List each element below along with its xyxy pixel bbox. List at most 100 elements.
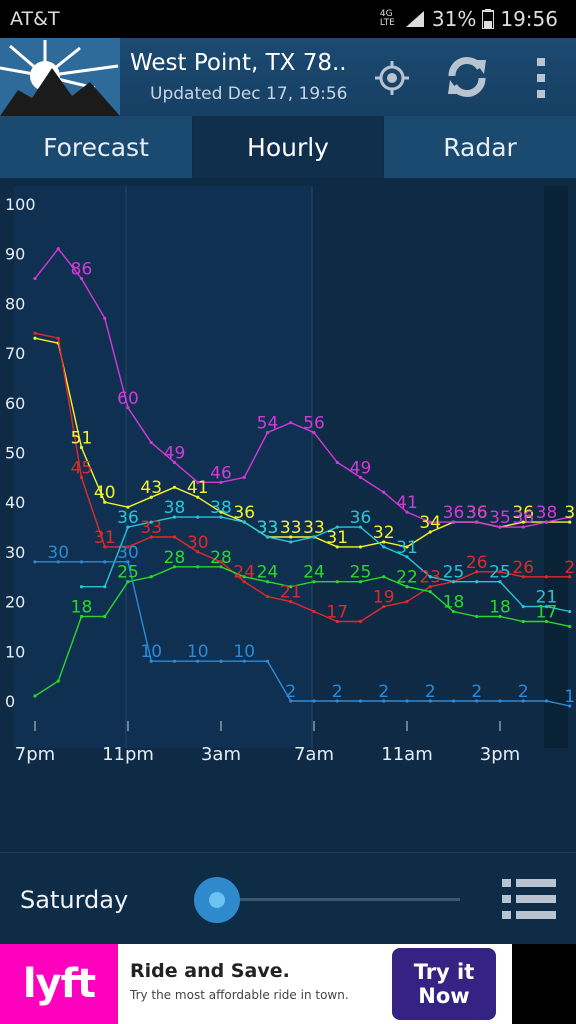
data-point (568, 520, 572, 524)
data-label: 36 (233, 503, 255, 523)
data-point (219, 480, 223, 484)
data-point (358, 475, 363, 479)
status-bar: AT&T 4G LTE 31% 19:56 (0, 0, 576, 38)
data-label: 36 (512, 503, 534, 523)
data-point (405, 699, 409, 703)
data-point (498, 614, 502, 619)
locate-icon[interactable] (374, 60, 410, 96)
data-point (149, 440, 153, 445)
tab-forecast-label: Forecast (43, 132, 149, 162)
data-point (196, 480, 200, 484)
data-label: 38 (210, 498, 232, 518)
y-tick-label: 60 (5, 394, 25, 413)
y-tick-label: 100 (5, 195, 36, 214)
data-point (451, 609, 456, 614)
clock: 19:56 (500, 7, 558, 31)
battery-level: 31% (431, 7, 477, 31)
data-label: 38 (164, 498, 186, 518)
day-slider-thumb[interactable] (194, 877, 240, 923)
series-line (34, 247, 570, 528)
data-point (56, 247, 60, 251)
data-point (335, 699, 339, 703)
data-label: 43 (140, 478, 162, 498)
data-point (79, 276, 84, 281)
data-point (56, 679, 60, 683)
data-label: 10 (187, 642, 209, 662)
data-point (219, 515, 223, 519)
data-label: 41 (187, 478, 209, 498)
data-point (335, 580, 339, 584)
ad-cta-button[interactable]: Try it Now (392, 948, 496, 1020)
y-tick-label: 80 (5, 294, 25, 313)
ad-banner[interactable]: lyft Ride and Save. Try the most afforda… (0, 944, 512, 1024)
data-point (33, 694, 37, 698)
data-point (312, 699, 316, 703)
series-line (81, 516, 570, 613)
data-label: 17 (326, 602, 348, 622)
data-point (312, 580, 316, 584)
data-point (289, 600, 293, 604)
data-point (79, 585, 84, 589)
data-label: 24 (233, 563, 255, 583)
data-label: 31 (94, 528, 116, 548)
tab-hourly[interactable]: Hourly (194, 116, 382, 178)
data-label: 49 (350, 458, 372, 478)
data-point (79, 475, 84, 479)
data-label: 33 (257, 518, 279, 538)
app-header: West Point, TX 78.. Updated Dec 17, 19:5… (0, 38, 576, 116)
data-label: 33 (303, 518, 325, 538)
data-label: 2 (285, 682, 296, 702)
data-label: 33 (257, 518, 279, 538)
data-point (33, 560, 37, 564)
data-point (196, 550, 200, 554)
overflow-menu-icon[interactable] (534, 58, 548, 98)
day-slider-track[interactable] (215, 898, 460, 901)
battery-icon (482, 9, 495, 29)
list-view-icon[interactable] (502, 877, 556, 921)
data-label: 21 (280, 583, 302, 603)
data-label: 2 (425, 682, 436, 702)
data-point (172, 460, 177, 465)
chart-band-right (544, 186, 568, 748)
series-line (35, 561, 570, 707)
data-point (242, 475, 246, 479)
y-tick-label: 50 (5, 444, 25, 463)
data-label: 36 (117, 508, 139, 528)
ad-cta-label: Try it Now (413, 960, 475, 1008)
data-point (312, 535, 316, 539)
refresh-icon[interactable] (444, 54, 490, 100)
data-point (149, 495, 153, 499)
updated-time: Updated Dec 17, 19:56 (150, 84, 348, 104)
data-label: 34 (419, 513, 441, 533)
data-point (451, 699, 456, 703)
data-point (544, 575, 549, 579)
hourly-chart[interactable]: 0 10 20 30 40 50 60 70 80 90 100 7pm 11pm 3am 7am 11am… (0, 178, 576, 1012)
data-point (568, 575, 572, 579)
data-point (289, 585, 293, 589)
data-point (382, 699, 386, 703)
data-label: 60 (117, 389, 139, 409)
data-point (56, 560, 60, 564)
data-point (428, 530, 432, 534)
data-point (451, 520, 456, 524)
data-point (312, 431, 316, 435)
y-tick-label: 0 (5, 692, 15, 711)
data-label: 26 (466, 553, 488, 573)
data-point (172, 515, 177, 519)
data-point (196, 515, 200, 519)
tab-forecast[interactable]: Forecast (0, 116, 192, 178)
data-label: 31 (396, 538, 418, 558)
tab-radar[interactable]: Radar (384, 116, 576, 178)
data-label: 25 (443, 563, 465, 583)
location-title[interactable]: West Point, TX 78.. (130, 50, 347, 76)
data-point (568, 609, 572, 614)
data-point (544, 520, 549, 524)
data-point (126, 580, 130, 584)
lyft-logo: lyft (0, 944, 118, 1024)
data-point (126, 406, 130, 410)
data-label: 28 (210, 548, 232, 568)
data-label: 2 (378, 682, 389, 702)
data-label: 33 (140, 518, 162, 538)
chart-svg[interactable]: 0 10 20 30 40 50 60 70 80 90 100 7pm 11pm 3am 7am 11am… (0, 178, 576, 768)
data-point (265, 431, 270, 435)
